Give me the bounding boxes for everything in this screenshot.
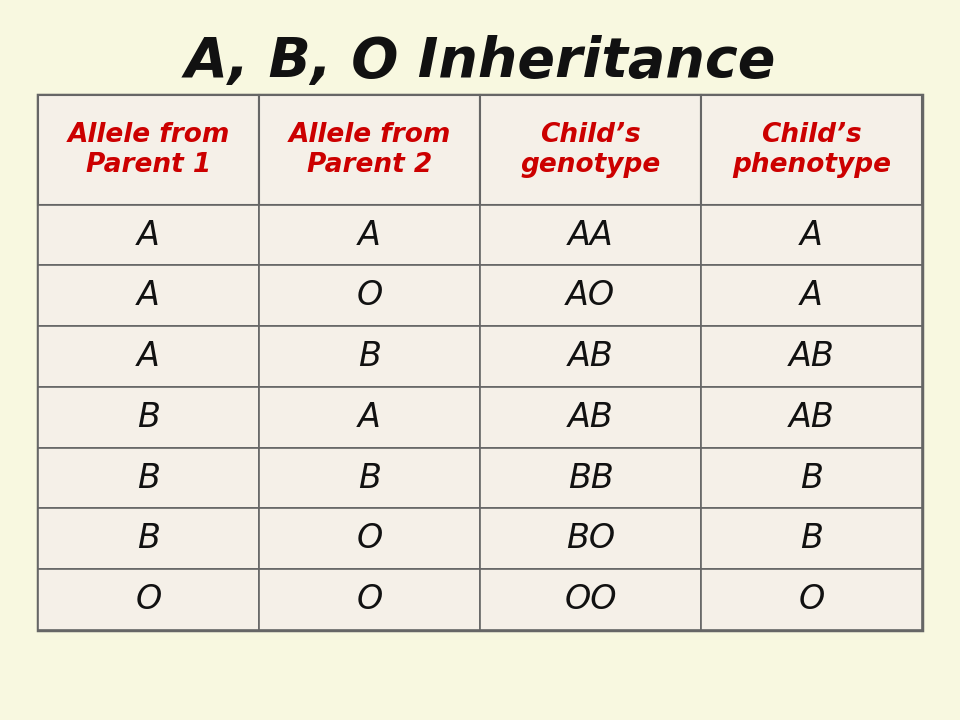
- Bar: [701, 448, 922, 508]
- Text: AB: AB: [567, 401, 613, 434]
- Bar: [480, 387, 701, 448]
- Text: B: B: [137, 522, 160, 555]
- Bar: [38, 204, 259, 266]
- Bar: [38, 570, 259, 630]
- Bar: [480, 266, 701, 326]
- Text: O: O: [356, 279, 383, 312]
- Text: A: A: [358, 219, 381, 251]
- Bar: [259, 326, 480, 387]
- Text: A: A: [137, 219, 160, 251]
- Bar: [701, 95, 922, 204]
- Bar: [259, 95, 480, 204]
- Bar: [259, 448, 480, 508]
- Text: AB: AB: [567, 340, 613, 373]
- Text: B: B: [800, 522, 823, 555]
- Text: B: B: [358, 340, 381, 373]
- Bar: [259, 570, 480, 630]
- Text: Allele from
Parent 2: Allele from Parent 2: [288, 122, 450, 178]
- Bar: [38, 95, 259, 204]
- Text: AA: AA: [567, 219, 613, 251]
- Bar: [701, 326, 922, 387]
- Text: AO: AO: [566, 279, 615, 312]
- Text: A: A: [358, 401, 381, 434]
- Text: B: B: [800, 462, 823, 495]
- Text: B: B: [358, 462, 381, 495]
- Bar: [701, 387, 922, 448]
- Text: A: A: [137, 340, 160, 373]
- Bar: [38, 508, 259, 570]
- Bar: [701, 570, 922, 630]
- Text: OO: OO: [564, 583, 616, 616]
- Bar: [480, 95, 701, 204]
- Text: B: B: [137, 462, 160, 495]
- Bar: [259, 387, 480, 448]
- Text: A: A: [800, 279, 823, 312]
- Text: O: O: [356, 583, 383, 616]
- Text: Child’s
genotype: Child’s genotype: [520, 122, 660, 178]
- Bar: [701, 204, 922, 266]
- Bar: [38, 266, 259, 326]
- Bar: [480, 326, 701, 387]
- Text: O: O: [356, 522, 383, 555]
- Text: BO: BO: [566, 522, 615, 555]
- Bar: [38, 448, 259, 508]
- Bar: [480, 204, 701, 266]
- Text: A: A: [137, 279, 160, 312]
- Text: BB: BB: [567, 462, 613, 495]
- Bar: [259, 508, 480, 570]
- Text: AB: AB: [788, 340, 834, 373]
- Text: B: B: [137, 401, 160, 434]
- Text: Child’s
phenotype: Child’s phenotype: [732, 122, 891, 178]
- Text: Allele from
Parent 1: Allele from Parent 1: [67, 122, 229, 178]
- Bar: [38, 387, 259, 448]
- Text: A: A: [800, 219, 823, 251]
- Text: AB: AB: [788, 401, 834, 434]
- Text: A, B, O Inheritance: A, B, O Inheritance: [184, 35, 776, 89]
- Text: O: O: [799, 583, 825, 616]
- Bar: [259, 204, 480, 266]
- Bar: [480, 448, 701, 508]
- Bar: [480, 570, 701, 630]
- Text: O: O: [135, 583, 161, 616]
- Bar: [701, 266, 922, 326]
- Bar: [259, 266, 480, 326]
- Bar: [480, 508, 701, 570]
- Bar: [38, 95, 922, 630]
- Bar: [38, 326, 259, 387]
- Bar: [701, 508, 922, 570]
